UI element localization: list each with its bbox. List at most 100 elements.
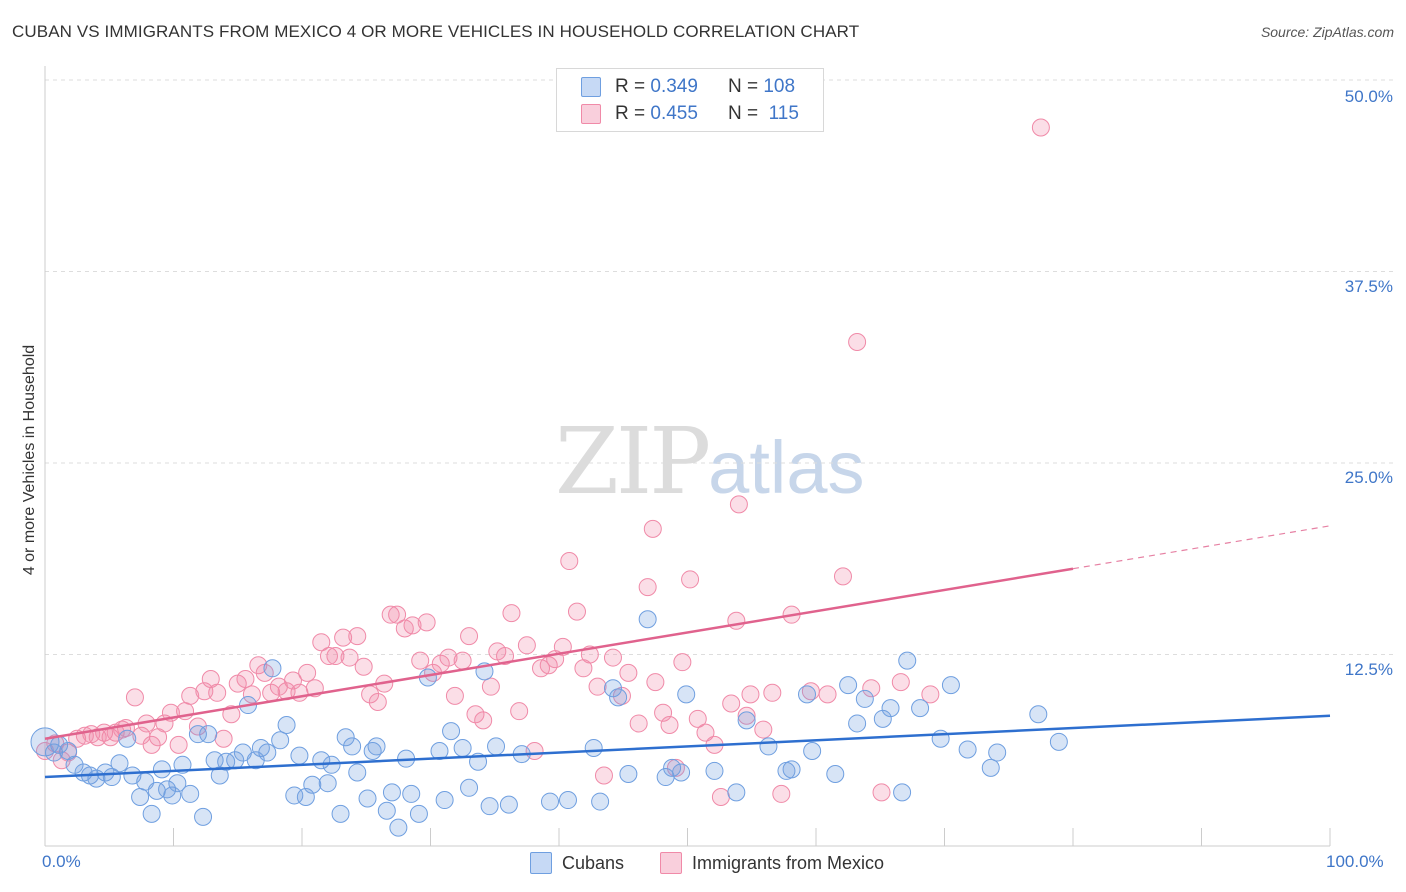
mexico-point bbox=[474, 711, 493, 730]
mexico-point bbox=[567, 602, 586, 621]
mexico-point bbox=[696, 723, 715, 742]
cuban-point bbox=[941, 676, 960, 695]
mexico-point bbox=[619, 663, 638, 682]
legend-label-cubans: Cubans bbox=[562, 852, 625, 873]
cuban-point bbox=[848, 714, 867, 733]
mexico-point bbox=[862, 679, 881, 698]
mexico-point bbox=[222, 705, 241, 724]
legend-swatch-pink bbox=[660, 852, 682, 874]
cuban-point bbox=[584, 738, 603, 757]
cuban-point bbox=[677, 685, 696, 704]
r-value: 0.455 bbox=[650, 103, 698, 124]
mexico-point bbox=[848, 332, 867, 351]
mexico-point bbox=[403, 616, 422, 635]
mexico-point bbox=[553, 637, 572, 656]
cuban-point bbox=[409, 804, 428, 823]
cuban-point bbox=[499, 795, 518, 814]
cuban-point bbox=[435, 791, 454, 810]
y-tick-25: 25.0% bbox=[1344, 468, 1393, 487]
mexico-point bbox=[681, 570, 700, 589]
legend-item-mexico[interactable]: Immigrants from Mexico bbox=[660, 852, 884, 874]
mexico-point bbox=[340, 648, 359, 667]
swatch-blue bbox=[581, 77, 601, 97]
mexico-point bbox=[445, 686, 464, 705]
mexico-point bbox=[722, 694, 741, 713]
legend-row-cubans: R = 0.349 N = 108 bbox=[581, 76, 795, 98]
mexico-point bbox=[388, 605, 407, 624]
cuban-point bbox=[430, 742, 449, 761]
cuban-point bbox=[480, 797, 499, 816]
series-mexico-points bbox=[36, 118, 1050, 806]
cuban-point bbox=[487, 737, 506, 756]
legend-item-cubans[interactable]: Cubans bbox=[530, 852, 624, 874]
mexico-point bbox=[688, 709, 707, 728]
cuban-point bbox=[152, 760, 171, 779]
mexico-point bbox=[411, 651, 430, 670]
cuban-point bbox=[839, 676, 858, 695]
r-label: R = bbox=[615, 76, 646, 97]
cuban-point bbox=[931, 729, 950, 748]
mexico-point bbox=[646, 673, 665, 692]
cuban-point bbox=[402, 784, 421, 803]
cuban-point bbox=[188, 725, 207, 744]
cuban-point bbox=[672, 763, 691, 782]
mexico-point bbox=[236, 670, 255, 689]
cuban-point bbox=[65, 755, 84, 774]
cuban-point bbox=[271, 731, 290, 750]
cuban-point bbox=[453, 738, 472, 757]
mexico-point bbox=[298, 663, 317, 682]
cuban-point bbox=[958, 740, 977, 759]
cuban-point bbox=[1049, 732, 1068, 751]
mexico-point bbox=[453, 651, 472, 670]
trend-line-mexico-extension bbox=[1072, 525, 1331, 570]
mexico-point bbox=[417, 613, 436, 632]
mexico-point bbox=[872, 783, 891, 802]
n-label: N = bbox=[727, 103, 759, 124]
watermark-zip: ZIP bbox=[555, 408, 711, 515]
r-value: 0.349 bbox=[650, 76, 698, 97]
mexico-point bbox=[88, 728, 107, 747]
mexico-point bbox=[460, 627, 479, 646]
mexico-point bbox=[603, 648, 622, 667]
cuban-point bbox=[826, 764, 845, 783]
cuban-point bbox=[158, 780, 177, 799]
mexico-point bbox=[510, 702, 529, 721]
cuban-point bbox=[336, 728, 355, 747]
mexico-point bbox=[502, 604, 521, 623]
chart-title: CUBAN VS IMMIGRANTS FROM MEXICO 4 OR MOR… bbox=[12, 22, 860, 41]
cuban-point bbox=[541, 792, 560, 811]
cuban-point bbox=[619, 764, 638, 783]
series-cubans-points bbox=[30, 610, 1068, 837]
cuban-point bbox=[217, 752, 236, 771]
watermark: ZIPatlas bbox=[555, 408, 864, 515]
cuban-point bbox=[377, 801, 396, 820]
mexico-point bbox=[481, 677, 500, 696]
cuban-point bbox=[855, 689, 874, 708]
cuban-point bbox=[142, 804, 161, 823]
mexico-point bbox=[381, 605, 400, 624]
cuban-point bbox=[318, 774, 337, 793]
watermark-atlas: atlas bbox=[708, 426, 865, 509]
mexico-point bbox=[208, 683, 227, 702]
n-value: 108 bbox=[763, 76, 796, 97]
mexico-point bbox=[638, 578, 657, 597]
mexico-point bbox=[560, 552, 579, 571]
cuban-point bbox=[131, 787, 150, 806]
mexico-point bbox=[594, 766, 613, 785]
mexico-point bbox=[142, 735, 161, 754]
trend-line-mexico bbox=[44, 567, 1074, 740]
mexico-point bbox=[737, 706, 756, 725]
y-tick-12-5: 12.5% bbox=[1344, 660, 1393, 679]
mexico-point bbox=[727, 611, 746, 630]
cuban-point bbox=[277, 715, 296, 734]
legend-label-mexico: Immigrants from Mexico bbox=[692, 852, 885, 873]
cuban-point bbox=[118, 729, 137, 748]
mexico-point bbox=[763, 683, 782, 702]
n-value: 115 bbox=[768, 103, 799, 124]
cuban-point bbox=[181, 784, 200, 803]
cuban-point bbox=[168, 774, 187, 793]
y-tick-37-5: 37.5% bbox=[1344, 277, 1393, 296]
source-label: Source: ZipAtlas.com bbox=[1260, 24, 1394, 40]
cuban-point bbox=[798, 685, 817, 704]
